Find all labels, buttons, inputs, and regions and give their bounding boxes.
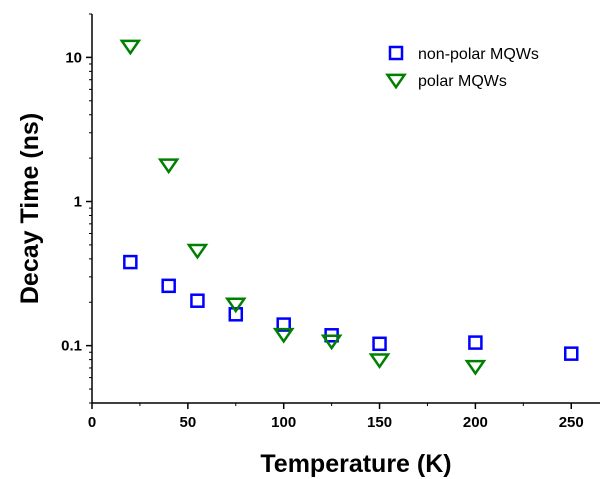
x-tick-label: 50 xyxy=(180,414,197,431)
data-point xyxy=(272,327,295,344)
y-tick-label: 0.1 xyxy=(61,338,82,355)
data-point xyxy=(228,307,244,322)
data-point xyxy=(320,334,343,351)
data-point xyxy=(372,336,387,352)
x-tick-label: 100 xyxy=(271,414,296,431)
data-point xyxy=(186,243,209,260)
data-point xyxy=(190,293,205,308)
y-tick-label: 1 xyxy=(74,194,82,211)
legend-label: polar MQWs xyxy=(418,73,507,90)
ticks: 0 50 100 150 200 250 0.1 1 10 xyxy=(61,13,584,431)
x-tick-label: 150 xyxy=(367,414,392,431)
data-point xyxy=(119,39,142,56)
data-point xyxy=(464,359,487,376)
y-tick-label: 10 xyxy=(65,49,82,66)
series-non-polar xyxy=(123,254,579,361)
data-point xyxy=(161,278,176,294)
y-axis-title: Decay Time (ns) xyxy=(16,113,44,304)
data-point xyxy=(224,297,247,314)
x-tick-label: 0 xyxy=(88,414,96,431)
series-polar xyxy=(119,39,487,376)
data-point xyxy=(123,254,138,270)
x-axis-title: Temperature (K) xyxy=(260,450,451,478)
legend-label: non-polar MQWs xyxy=(418,46,539,63)
series xyxy=(119,39,579,376)
x-tick-label: 200 xyxy=(463,414,488,431)
legend-marker xyxy=(385,73,407,90)
data-point xyxy=(468,335,483,350)
x-tick-label: 250 xyxy=(559,414,584,431)
legend-marker xyxy=(388,45,404,61)
data-point xyxy=(368,353,391,370)
data-point xyxy=(157,158,180,175)
data-point xyxy=(563,346,579,361)
data-point xyxy=(276,317,291,332)
legend: non-polar MQWs polar MQWs xyxy=(358,36,586,100)
